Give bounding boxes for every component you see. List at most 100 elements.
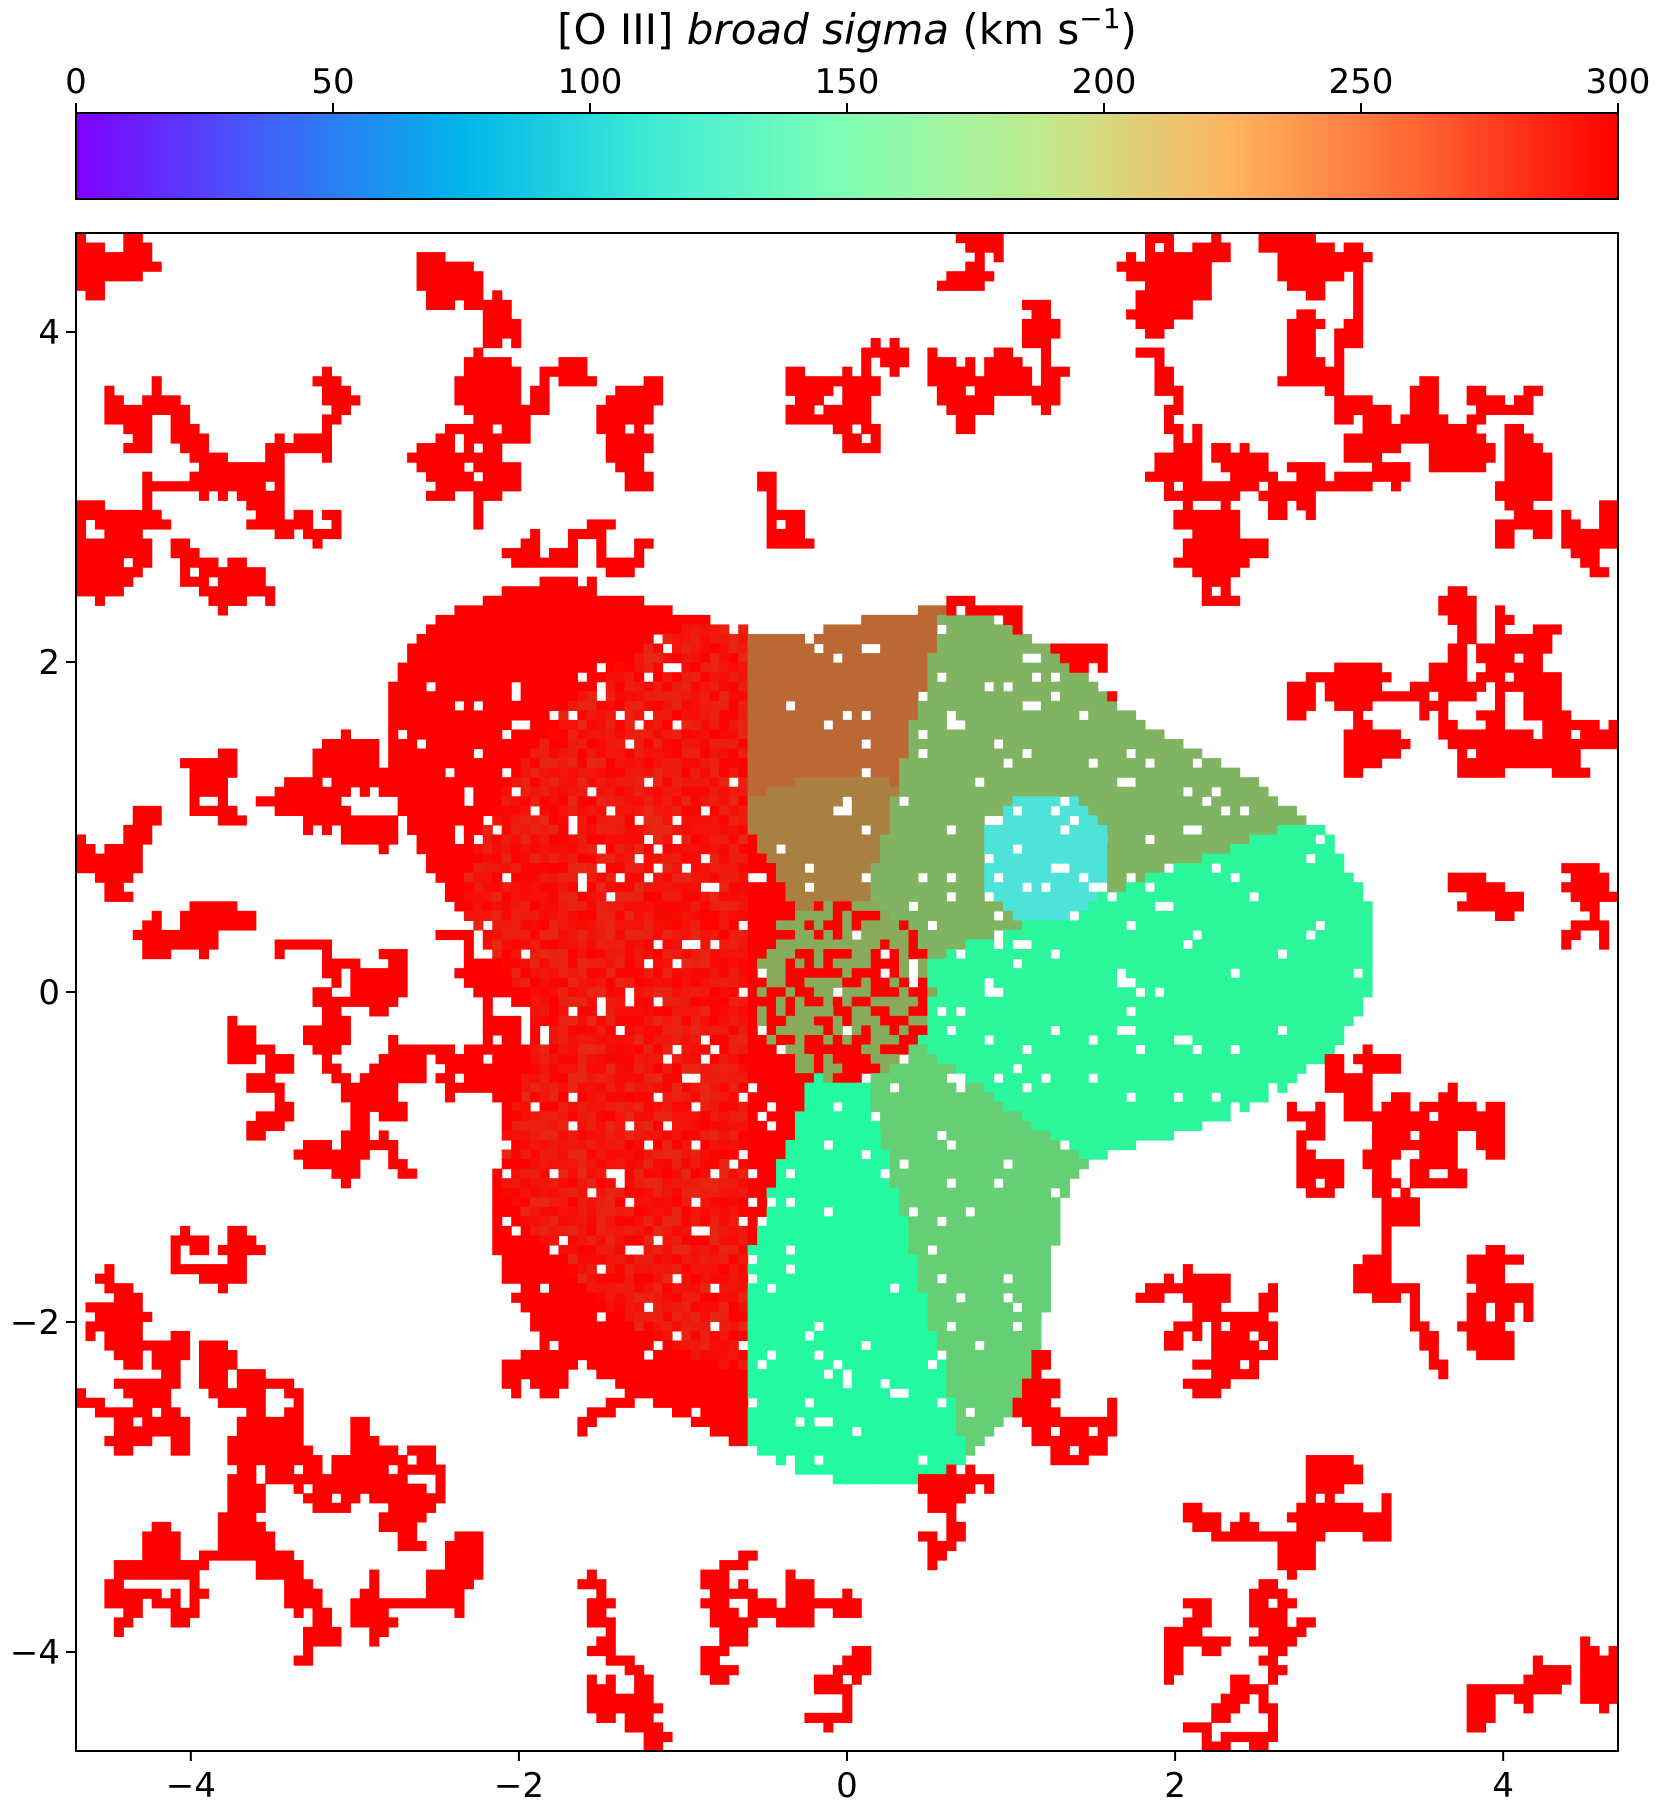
map-pixel [776, 1225, 787, 1237]
map-pixel [766, 1225, 777, 1237]
map-pixel [917, 910, 929, 921]
map-pixel [530, 834, 541, 845]
map-pixel [719, 1034, 730, 1046]
map-pixel [501, 1178, 512, 1189]
map-pixel [747, 1130, 758, 1141]
map-pixel [1003, 920, 1014, 931]
map-pixel [1012, 1311, 1023, 1322]
map-pixel [454, 643, 465, 654]
map-pixel [861, 1101, 872, 1112]
map-pixel [709, 1216, 720, 1227]
map-pixel [747, 1054, 758, 1065]
map-pixel [681, 758, 692, 769]
map-pixel [681, 958, 692, 969]
map-pixel [596, 949, 607, 960]
map-pixel [757, 1254, 768, 1265]
map-pixel [757, 1082, 768, 1093]
map-pixel [482, 910, 493, 921]
map-pixel [946, 767, 957, 778]
map-pixel [596, 719, 607, 731]
map-pixel [842, 949, 853, 960]
map-pixel [813, 1283, 824, 1294]
map-pixel [681, 624, 692, 635]
map-pixel [558, 872, 569, 883]
map-pixel [1022, 786, 1033, 797]
map-pixel [615, 758, 626, 769]
map-pixel [567, 681, 578, 692]
map-pixel [558, 1273, 569, 1284]
map-pixel [927, 1435, 938, 1447]
map-pixel [586, 595, 597, 606]
map-pixel [634, 920, 645, 931]
map-pixel [520, 863, 531, 874]
map-pixel [624, 1159, 635, 1170]
map-pixel [719, 1120, 730, 1132]
map-pixel [634, 633, 645, 645]
map-pixel [936, 1054, 947, 1065]
map-pixel [974, 758, 985, 769]
map-pixel [776, 1388, 787, 1399]
map-pixel [927, 1292, 938, 1303]
map-pixel [955, 805, 966, 816]
map-pixel [671, 882, 683, 893]
map-pixel [662, 987, 673, 998]
map-pixel [747, 910, 758, 921]
map-pixel [728, 1292, 739, 1303]
map-pixel [936, 949, 947, 960]
map-pixel [927, 643, 938, 654]
map-pixel [416, 748, 427, 759]
map-pixel [1022, 1235, 1033, 1246]
map-pixel [454, 844, 465, 855]
map-pixel [662, 653, 673, 664]
map-pixel [511, 605, 522, 616]
map-pixel [549, 1321, 560, 1332]
map-pixel [993, 834, 1004, 845]
map-pixel [653, 739, 664, 750]
map-pixel [738, 1235, 749, 1246]
map-pixel [965, 1130, 976, 1141]
map-pixel [728, 1407, 739, 1418]
map-pixel [558, 586, 569, 597]
map-pixel [511, 614, 522, 626]
map-pixel [974, 1015, 985, 1027]
map-pixel [747, 739, 758, 750]
map-pixel [1059, 1063, 1070, 1074]
map-pixel [804, 777, 815, 788]
map-pixel [813, 968, 824, 979]
map-pixel [586, 901, 597, 912]
map-pixel [908, 662, 919, 673]
map-pixel [870, 1416, 881, 1427]
map-pixel [1059, 834, 1070, 845]
map-pixel [1040, 1235, 1051, 1246]
map-pixel [794, 1464, 806, 1475]
map-pixel [974, 1273, 985, 1284]
map-pixel [511, 1264, 522, 1275]
map-pixel [501, 910, 512, 921]
map-pixel [776, 729, 787, 740]
map-pixel [662, 1187, 673, 1198]
map-pixel [776, 1197, 787, 1208]
map-pixel [823, 1302, 834, 1313]
map-pixel [681, 901, 692, 912]
map-pixel [861, 853, 872, 864]
map-pixel [908, 1225, 919, 1237]
map-pixel [681, 853, 692, 864]
map-pixel [1003, 987, 1014, 998]
map-pixel [558, 1254, 569, 1265]
map-pixel [520, 748, 531, 759]
map-pixel [577, 939, 588, 950]
map-pixel [908, 1302, 919, 1313]
map-pixel [1031, 662, 1042, 673]
map-pixel [747, 1245, 758, 1256]
map-pixel [993, 1063, 1004, 1074]
map-pixel [766, 1178, 777, 1189]
map-pixel [520, 1254, 531, 1265]
map-pixel [965, 786, 976, 797]
map-pixel [965, 672, 976, 683]
map-pixel [482, 662, 493, 673]
map-pixel [889, 758, 900, 769]
map-pixel [899, 1101, 910, 1112]
map-pixel [624, 1139, 635, 1151]
map-pixel [662, 977, 673, 988]
map-pixel [917, 700, 929, 711]
